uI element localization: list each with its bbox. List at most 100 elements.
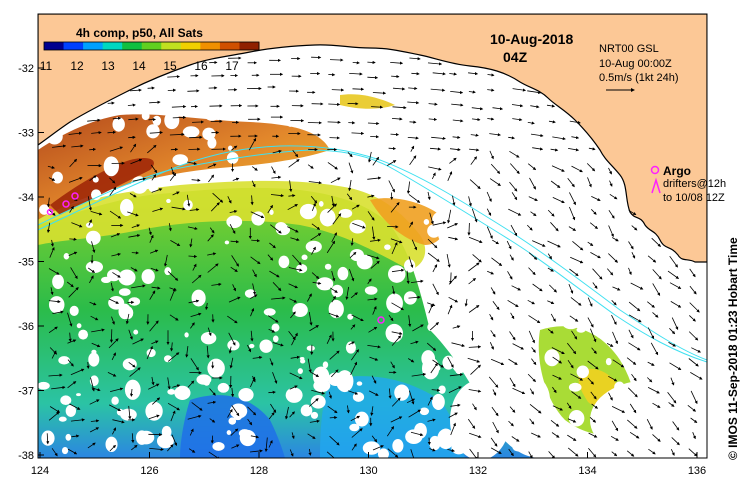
current-arrow: [431, 172, 436, 180]
current-arrow: [592, 268, 603, 280]
current-arrow: [612, 237, 619, 242]
argo-float-1[interactable]: [71, 192, 79, 200]
current-arrow: [571, 330, 578, 340]
current-arrow: [289, 372, 303, 380]
cloud-speck: [263, 308, 276, 316]
current-arrow: [468, 345, 482, 349]
cloud-speck: [360, 137, 374, 153]
current-arrow: [68, 332, 72, 342]
current-arrow: [211, 282, 222, 287]
current-arrow: [149, 234, 154, 243]
cloud-speck: [246, 56, 264, 71]
argo-float-2[interactable]: [62, 200, 70, 208]
current-arrow: [670, 301, 682, 308]
current-arrow: [250, 195, 254, 206]
argo-float-3[interactable]: [46, 208, 54, 216]
current-arrow: [271, 166, 276, 175]
current-arrow: [449, 147, 461, 152]
info-box: NRT00 GSL 10-Aug 00:00Z 0.5m/s (1kt 24h): [599, 43, 678, 92]
current-arrow: [428, 303, 434, 314]
cloud-speck: [167, 389, 176, 395]
argo-float-4[interactable]: [377, 316, 385, 324]
current-arrow: [470, 156, 477, 165]
current-arrow: [508, 420, 514, 427]
current-arrow: [169, 288, 176, 301]
current-arrow: [528, 196, 538, 201]
current-arrow: [672, 421, 680, 431]
current-arrow: [431, 388, 441, 392]
current-arrow: [449, 272, 453, 285]
current-arrow: [148, 414, 160, 420]
current-arrow: [406, 270, 410, 285]
colorbar-title: 4h comp, p50, All Sats: [76, 26, 203, 40]
current-arrow: [390, 361, 395, 369]
current-arrow: [187, 161, 198, 165]
current-arrow: [267, 315, 279, 323]
current-arrow: [489, 178, 501, 186]
current-arrow: [348, 162, 354, 174]
cloud-area: [500, 150, 620, 310]
current-arrow: [550, 419, 560, 427]
current-arrow: [388, 388, 392, 399]
current-arrow: [468, 277, 477, 285]
current-arrow: [566, 402, 572, 410]
cloud-speck: [333, 120, 346, 132]
current-arrow: [269, 358, 274, 366]
colorbar: 4h comp, p50, All Sats 11 12 13 14 15 16 17: [40, 26, 260, 73]
current-arrow: [589, 417, 597, 423]
current-arrow: [209, 227, 215, 234]
current-arrow: [70, 267, 78, 280]
current-arrow: [489, 314, 494, 321]
current-arrow: [550, 313, 556, 322]
current-arrow: [308, 448, 312, 456]
current-arrow: [628, 314, 642, 323]
current-arrow: [407, 136, 419, 140]
current-arrow: [447, 356, 454, 368]
current-arrow: [591, 209, 597, 215]
current-arrow: [569, 315, 579, 322]
current-arrow: [229, 224, 236, 235]
current-arrow: [552, 356, 563, 364]
cloud-speck: [562, 317, 580, 330]
current-arrow: [527, 121, 535, 125]
current-arrow: [270, 224, 282, 234]
current-arrow: [46, 222, 51, 233]
bathymetry-contour-a: [38, 145, 707, 361]
current-arrow: [689, 302, 700, 313]
current-arrow: [608, 253, 618, 263]
current-arrow: [207, 327, 212, 337]
current-arrow: [230, 428, 239, 436]
cloud-speck: [85, 260, 104, 274]
current-arrow: [272, 149, 282, 154]
current-arrow: [609, 180, 613, 187]
current-arrow: [309, 419, 320, 423]
current-arrow: [127, 103, 136, 107]
current-arrow: [552, 405, 564, 411]
cloud-speck: [338, 208, 353, 218]
current-arrow: [467, 222, 471, 236]
cloud-speck: [191, 289, 206, 307]
cloud-speck: [370, 60, 378, 70]
current-arrow: [46, 433, 50, 445]
current-arrow: [431, 136, 446, 140]
current-arrow: [668, 402, 675, 407]
current-arrow: [189, 238, 193, 248]
current-arrow: [52, 144, 67, 148]
current-arrow: [690, 390, 698, 405]
time-label: 04Z: [503, 49, 528, 65]
current-arrow: [209, 418, 216, 423]
current-arrow: [470, 133, 479, 137]
cloud-speck: [252, 70, 263, 83]
current-arrow: [486, 191, 492, 203]
current-arrow: [171, 206, 186, 211]
current-arrow: [669, 255, 678, 268]
current-arrow: [427, 191, 431, 201]
current-arrow: [347, 152, 353, 158]
current-arrow: [207, 234, 214, 242]
current-arrow: [432, 359, 444, 368]
current-arrow: [529, 388, 534, 395]
y-tick-label: -34: [18, 192, 34, 204]
current-arrow: [169, 172, 177, 181]
current-arrow: [430, 362, 438, 374]
current-arrow: [508, 136, 515, 140]
